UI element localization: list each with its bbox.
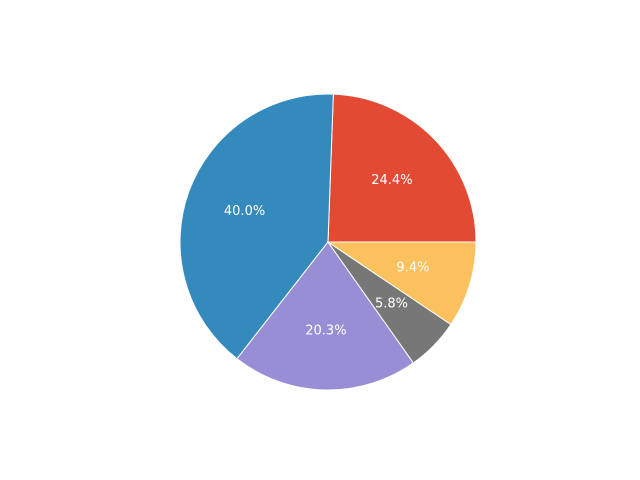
pie-slice-label-2: 20.3%: [305, 323, 346, 338]
pie-slice-4: [326, 241, 477, 326]
pie-slice-label-1: 40.0%: [224, 204, 265, 219]
pie-slices: [179, 93, 477, 391]
pie-labels: 24.4% 40.0% 20.3% 5.8% 9.4%: [224, 173, 430, 338]
pie-slice-2: [236, 241, 415, 391]
pie-slice-label-0: 24.4%: [371, 173, 412, 188]
pie-slice-label-4: 9.4%: [396, 260, 429, 275]
pie-slice-label-3: 5.8%: [375, 297, 408, 312]
pie-slice-0: [327, 93, 477, 243]
pie-slice-1: [179, 93, 334, 360]
